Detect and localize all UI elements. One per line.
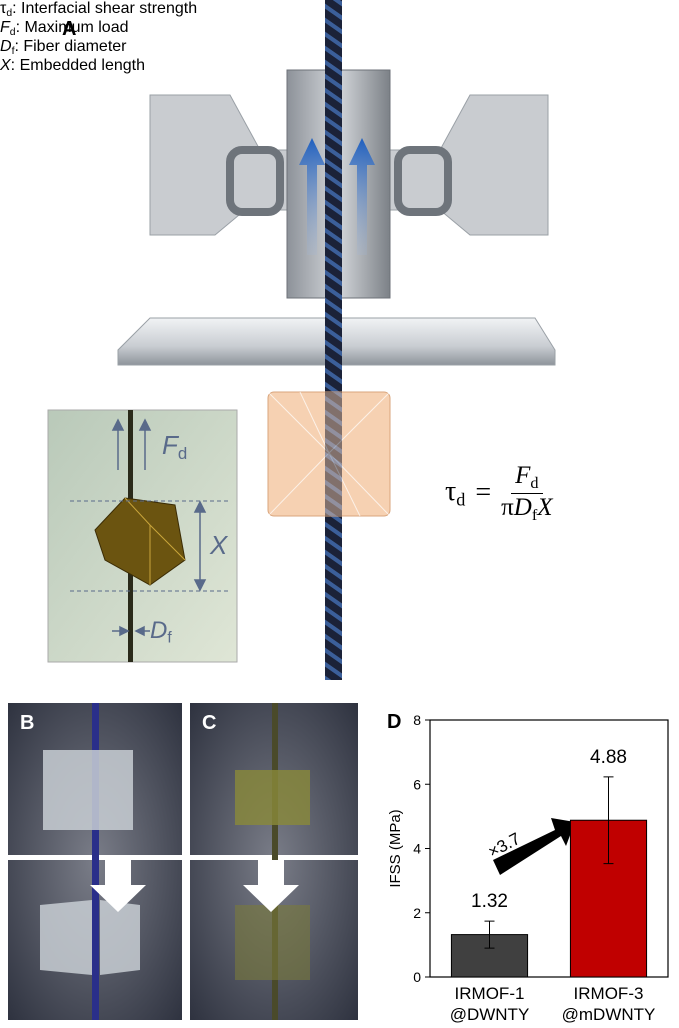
x-tick-label: IRMOF-3 @mDWNTY xyxy=(544,983,674,1025)
panel-label: D xyxy=(387,711,401,733)
figure: A B C Fd X Df τd = Fd πDfX τd: Interfaci… xyxy=(0,0,679,1028)
chart: D IFSS (MPa) 0 2 4 6 8 1.32 4.88 ×3.7 xyxy=(0,0,679,1028)
y-tick-label: 4 xyxy=(413,841,421,857)
x-tick-label: IRMOF-1 @DWNTY xyxy=(425,983,555,1025)
value-label: 4.88 xyxy=(590,747,627,768)
y-tick-label: 2 xyxy=(413,905,421,921)
y-tick-label: 0 xyxy=(413,969,421,985)
value-label: 1.32 xyxy=(471,891,508,912)
y-tick-label: 8 xyxy=(413,712,421,728)
y-tick-label: 6 xyxy=(413,776,421,792)
y-axis-label: IFSS (MPa) xyxy=(387,809,404,887)
annotation: ×3.7 xyxy=(485,829,524,862)
